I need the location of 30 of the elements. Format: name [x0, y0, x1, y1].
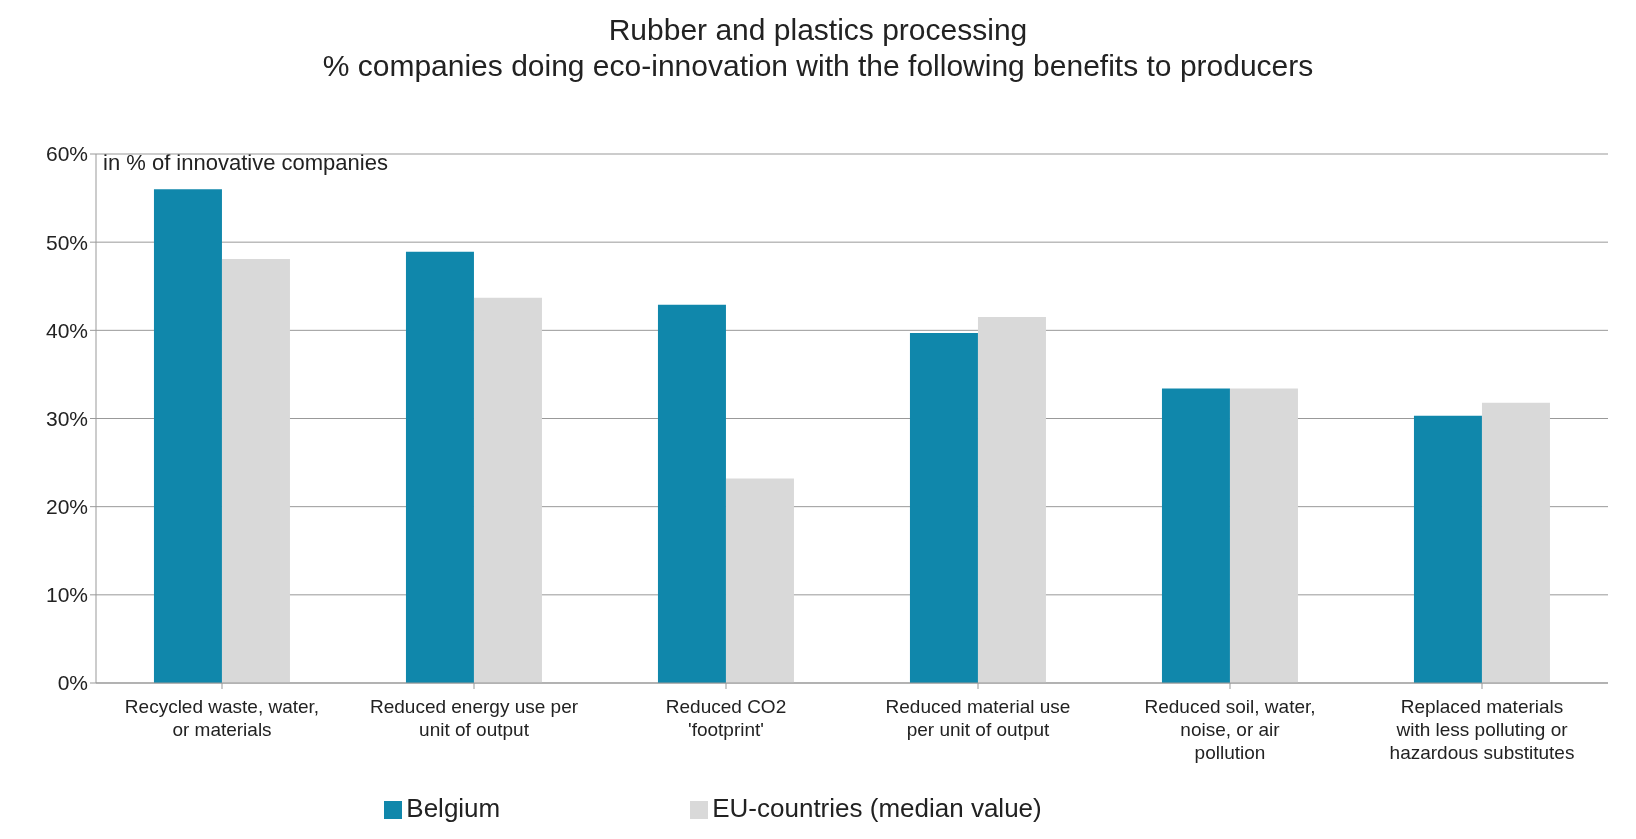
x-tick-label: Reduced material use per unit of output	[885, 696, 1071, 740]
x-tick-label: Reduced soil, water, noise, or air pollution	[1144, 696, 1316, 763]
bar	[1229, 388, 1298, 683]
bar	[153, 189, 222, 683]
bar	[725, 478, 794, 683]
bar	[909, 332, 978, 683]
x-tick-label: Reduced CO2 'footprint'	[665, 696, 787, 740]
x-tick-label: Replaced materials with less polluting or hazardous substitutes	[1389, 696, 1575, 763]
x-tick-label: Reduced energy use per unit of output	[369, 696, 579, 740]
bar	[657, 304, 726, 683]
legend-label: Belgium	[406, 793, 501, 823]
y-tick-label: 30%	[45, 406, 88, 430]
chart-subtitle: % companies doing eco-innovation with the following benefits to producers	[321, 48, 1315, 84]
chart-title: Rubber and plastics processing	[607, 12, 1029, 48]
bar	[1481, 402, 1550, 683]
x-tick-label: Recycled waste, water, or materials	[124, 696, 320, 740]
y-tick-label: 10%	[45, 583, 88, 607]
bar	[473, 297, 542, 683]
y-tick-label: 20%	[45, 495, 88, 519]
y-tick-label: 50%	[45, 230, 88, 254]
bar	[405, 251, 474, 683]
y-tick-label: 60%	[45, 142, 88, 166]
bar	[1161, 388, 1230, 683]
legend-label: EU-countries (median value)	[712, 793, 1042, 823]
y-axis-title: in % of innovative companies	[103, 150, 388, 176]
bar	[221, 258, 290, 683]
bar	[1413, 415, 1482, 683]
bar	[977, 317, 1046, 683]
y-tick-label: 0%	[57, 671, 88, 695]
y-tick-label: 40%	[45, 318, 88, 342]
